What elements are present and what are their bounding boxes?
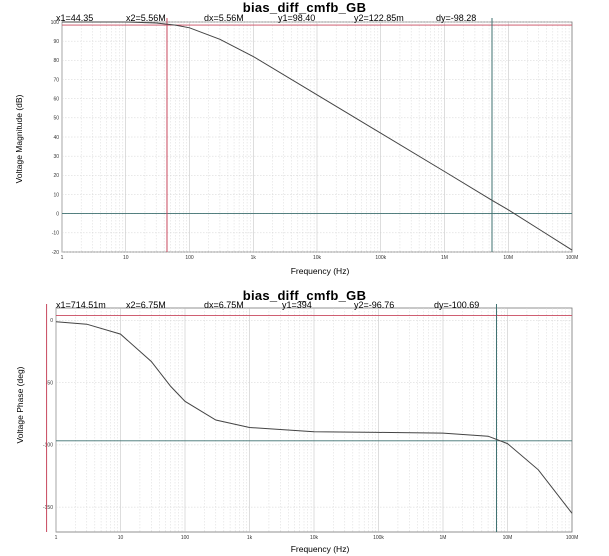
x-tick-label: 100k: [375, 255, 386, 261]
x-tick-label: 100M: [566, 255, 579, 261]
readout-dy: dy=-100.69: [434, 300, 480, 310]
readout-y1: y1=394: [282, 300, 312, 310]
x-tick-label: 10M: [503, 255, 513, 261]
series-line: [62, 21, 573, 251]
readout-dx: dx=6.75M: [204, 300, 244, 310]
x-tick-label: 100k: [373, 535, 384, 541]
x-tick-label: 1: [55, 535, 58, 541]
x-tick-label: 1M: [441, 255, 448, 261]
y-tick-label: 50: [53, 116, 59, 122]
x-tick-label: 100M: [566, 535, 579, 541]
readout-dx: dx=5.56M: [204, 13, 244, 23]
phase-title: bias_diff_cmfb_GB: [242, 288, 367, 303]
y-tick-label: -150: [43, 505, 53, 511]
y-tick-label: 60: [53, 96, 59, 102]
x-tick-label: 10k: [310, 535, 319, 541]
x-tick-label: 10M: [503, 535, 513, 541]
phase-panel: 1 10 100 1k 10k 100k 1M 10M 100M 0 -50 -100 -150 bia…: [0, 282, 609, 556]
readout-y1: y1=98.40: [278, 13, 316, 23]
y-tick-label: 100: [51, 20, 60, 26]
readout-y2: y2=-96.76: [354, 300, 395, 310]
phase-y-axis-label: Voltage Phase (deg): [15, 366, 25, 444]
x-tick-label: 100: [185, 255, 194, 261]
y-tick-label: 0: [56, 211, 59, 217]
y-tick-label: 90: [53, 39, 59, 45]
y-tick-label: 70: [53, 77, 59, 83]
y-tick-label: 40: [53, 135, 59, 141]
x-tick-label: 1k: [247, 535, 253, 541]
y-tick-label: 0: [50, 318, 53, 324]
readout-y2: y2=122.85m: [354, 13, 404, 23]
x-tick-label: 1: [61, 255, 64, 261]
y-tick-label: -10: [52, 231, 59, 237]
readout-x2: x2=6.75M: [126, 300, 166, 310]
y-tick-label: 80: [53, 58, 59, 64]
phase-x-axis-label: Frequency (Hz): [290, 544, 350, 554]
x-tick-label: 10k: [313, 255, 322, 261]
x-tick-label: 10: [123, 255, 129, 261]
y-tick-label: -100: [43, 443, 53, 449]
x-tick-label: 1M: [440, 535, 447, 541]
x-tick-label: 1k: [251, 255, 257, 261]
readout-dy: dy=-98.28: [436, 13, 477, 23]
y-tick-label: 10: [53, 192, 59, 198]
x-tick-label: 10: [118, 535, 124, 541]
y-tick-label: -50: [46, 380, 53, 386]
readout-x1: x1=714.51m: [56, 300, 106, 310]
phase-plot: 1 10 100 1k 10k 100k 1M 10M 100M 0 -50 -100 -150: [43, 304, 579, 541]
y-tick-label: 30: [53, 154, 59, 160]
grid-lines: [55, 308, 572, 532]
magnitude-plot: 1 10 100 1k 10k 100k 1M 10M 100M1009080706050403…: [51, 18, 579, 261]
magnitude-x-axis-label: Frequency (Hz): [290, 266, 350, 276]
x-tick-label: 100: [181, 535, 190, 541]
magnitude-title: bias_diff_cmfb_GB: [242, 0, 367, 15]
magnitude-y-axis-label: Voltage Magnitude (dB): [14, 94, 24, 184]
y-tick-label: -20: [52, 250, 59, 256]
y-tick-label: 20: [53, 173, 59, 179]
magnitude-panel: 1 10 100 1k 10k 100k 1M 10M 100M 100 90 80 70 60 50 40 3…: [14, 0, 579, 276]
readout-x1: x1=44.35: [56, 13, 94, 23]
series-line: [55, 321, 573, 514]
readout-x2: x2=5.56M: [126, 13, 166, 23]
